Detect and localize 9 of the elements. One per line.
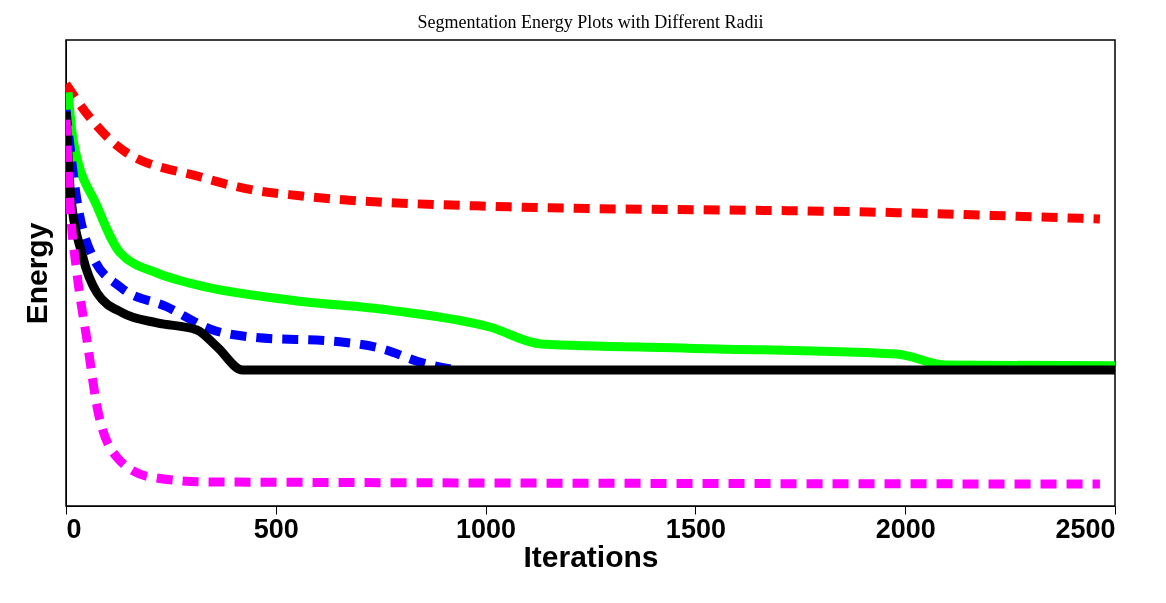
x-tick-label: 0 <box>66 513 82 544</box>
x-axis-title: Iterations <box>523 539 659 573</box>
chart-title: Segmentation Energy Plots with Different Radii <box>417 12 764 32</box>
x-tick-label: 2000 <box>875 513 936 544</box>
x-tick-label: 1500 <box>665 513 726 544</box>
x-tick-label: 2500 <box>1055 513 1116 544</box>
y-axis-title: Energy <box>19 222 53 325</box>
x-tick-label: 500 <box>253 513 299 544</box>
x-tick-label: 1000 <box>456 513 517 544</box>
